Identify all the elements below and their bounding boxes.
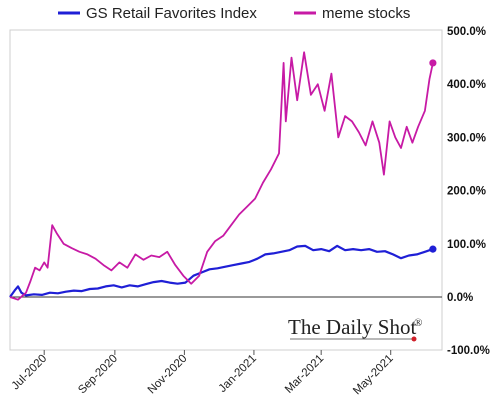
series-end-marker (429, 245, 437, 253)
x-axis: Jul-2020 Sep-2020 Nov-2020 Jan-2021 Mar-2021… (10, 350, 396, 397)
y-axis: -100.0% 0.0% 100.0% 200.0% 300.0% 400.0% 500.0… (447, 26, 490, 357)
series-layer (9, 51, 437, 301)
plot-area (9, 29, 443, 351)
y-tick-label: 200.0% (447, 186, 486, 198)
x-tick-label: Nov-2020 (146, 353, 190, 397)
x-tick-label: Sep-2020 (76, 353, 120, 397)
x-tick-label: Jul-2020 (10, 353, 50, 393)
y-tick-label: 300.0% (447, 132, 486, 144)
legend-label-gs-retail: GS Retail Favorites Index (86, 5, 257, 22)
x-tick-label: Jan-2021 (217, 353, 259, 395)
y-tick-label: 400.0% (447, 79, 486, 91)
brand-mark: ® (414, 317, 422, 329)
series-line-gs-retail (9, 244, 434, 298)
y-tick-label: 100.0% (447, 239, 486, 251)
brand-logo: The Daily Shot ® (288, 315, 422, 342)
y-tick-label: 0.0% (447, 292, 473, 304)
y-tick-label: -100.0% (447, 345, 490, 357)
legend-label-meme-stocks: meme stocks (322, 5, 410, 22)
y-tick-label: 500.0% (447, 26, 486, 38)
x-tick-label: May-2021 (351, 353, 396, 398)
brand-name: The Daily Shot (288, 315, 416, 339)
brand-dot (411, 336, 417, 342)
legend: GS Retail Favorites Index meme stocks (58, 5, 410, 22)
x-tick-label: Mar-2021 (283, 353, 326, 396)
series-line-meme-stocks (9, 51, 434, 301)
series-end-marker (429, 59, 437, 67)
